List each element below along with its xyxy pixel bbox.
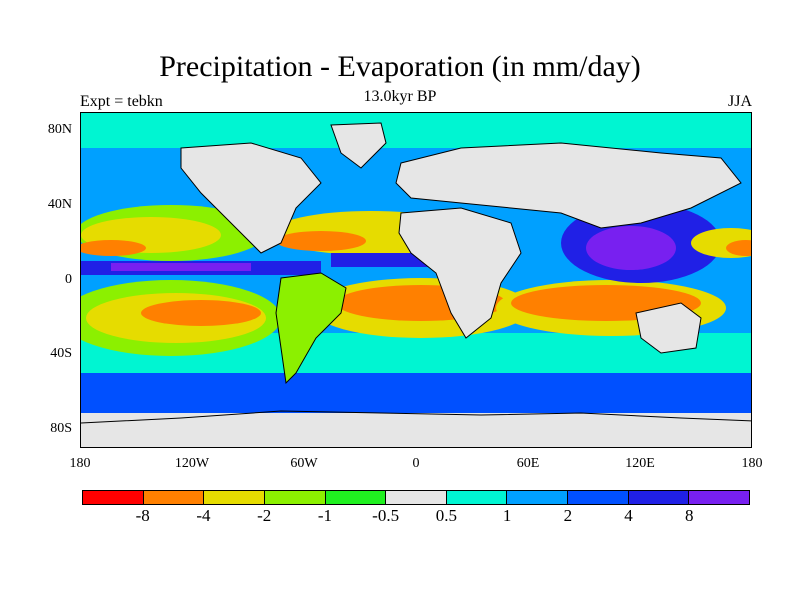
xtick-180e: 180 [741,456,763,471]
colorbar-swatch [689,491,750,504]
colorbar-swatch [264,491,326,504]
greenland [330,122,387,169]
xtick-0: 0 [412,456,420,471]
ytick-80s: 80S [50,421,72,436]
season-label: JJA [727,93,752,110]
asian-monsoon-core [586,226,676,270]
colorbar-swatch [446,491,508,504]
ytick-40n: 40N [47,197,72,212]
xtick-60e: 60E [516,456,540,471]
experiment-label: Expt = tebkn [80,93,163,110]
colorbar-swatch [386,491,447,504]
colorbar-label: 4 [624,506,633,525]
npac-dry-core [81,240,146,256]
ytick-80n: 80N [47,122,72,137]
colorbar-swatch [143,491,205,504]
map-svg [81,113,751,447]
antarctic-coast [81,410,751,424]
itcz-pacific-core [111,263,251,271]
colorbar-label: 1 [502,506,512,525]
colorbar-label: 0.5 [435,506,457,525]
antarctica [81,413,751,447]
xtick-120e: 120E [625,456,655,471]
natl-dry-core [276,231,366,251]
colorbar-swatch [568,491,629,504]
colorbar [82,490,750,505]
colorbar-label: -4 [196,506,211,525]
ytick-40s: 40S [50,346,72,361]
colorbar-swatch [325,491,387,504]
colorbar-swatch [204,491,265,504]
colorbar-swatch [507,491,569,504]
eurasia [395,142,742,229]
south-america [275,272,347,385]
xtick-60w: 60W [290,456,318,471]
colorbar-label: -0.5 [372,506,400,525]
north-america [180,142,322,254]
ytick-0: 0 [65,272,72,287]
map-title: Precipitation - Evaporation (in mm/day) [159,50,641,83]
colorbar-label: 8 [685,506,694,525]
arctic-band [81,113,751,148]
east-pacific-core [726,240,751,256]
precipitation-map [80,112,752,448]
colorbar-swatch [83,491,144,504]
spac-dry-core [141,300,261,326]
africa [398,207,522,339]
colorbar-label: -8 [135,506,150,525]
map-subtitle: 13.0kyr BP [363,88,437,105]
xtick-120w: 120W [174,456,210,471]
colorbar-label: -2 [257,506,272,525]
colorbar-label: -1 [317,506,332,525]
australia [635,302,702,354]
xtick-180w: 180 [69,456,91,471]
colorbar-label: 2 [563,506,573,525]
southern-ocean-band [81,373,751,418]
colorbar-swatch [628,491,690,504]
